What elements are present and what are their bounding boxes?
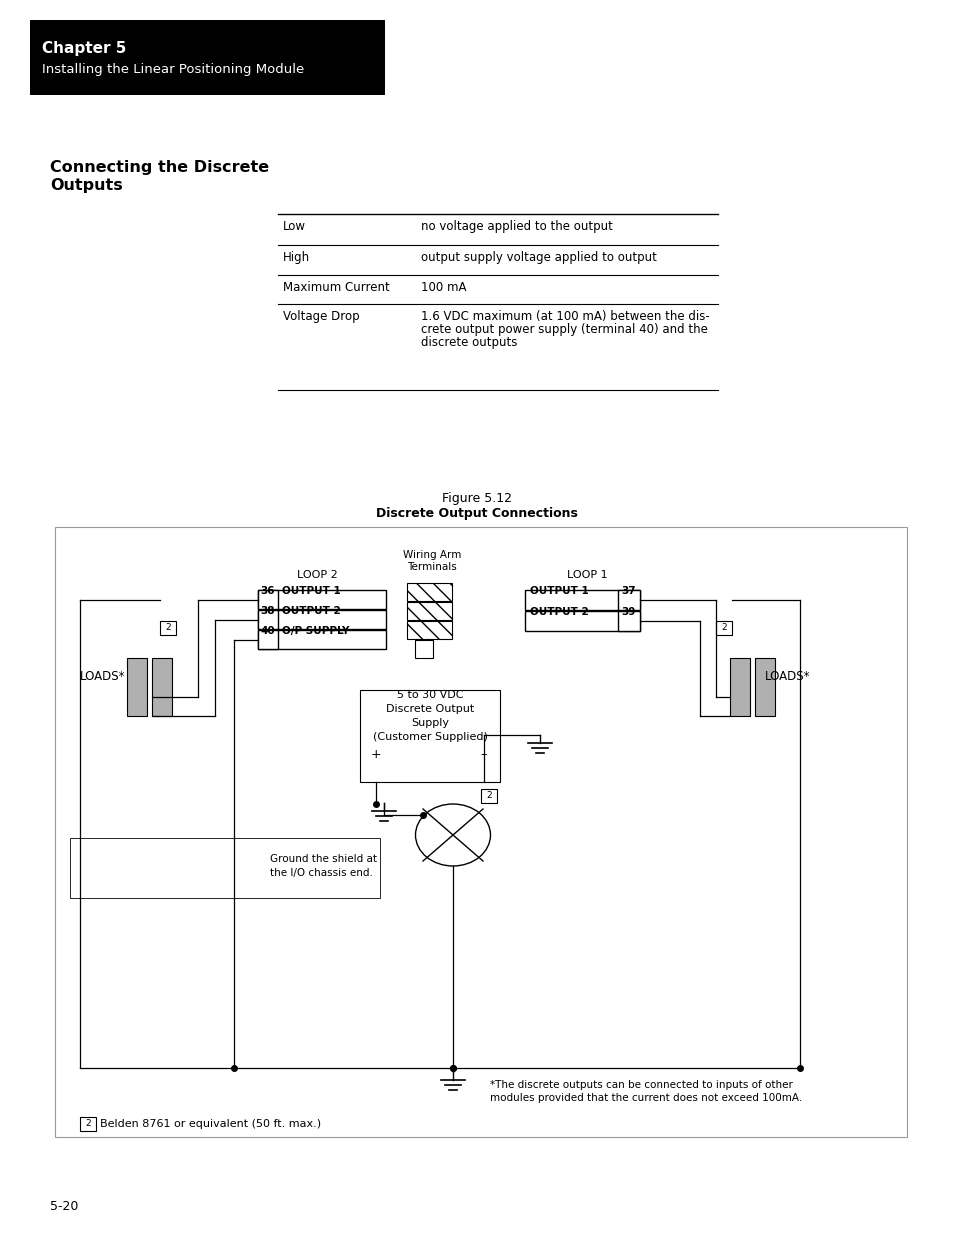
Text: Discrete Output: Discrete Output: [385, 704, 474, 714]
Bar: [257, 610, 386, 629]
Text: 38: 38: [260, 606, 275, 616]
Text: discrete outputs: discrete outputs: [420, 336, 517, 350]
Text: Discrete Output Connections: Discrete Output Connections: [375, 508, 578, 520]
Text: Maximum Current: Maximum Current: [283, 282, 390, 294]
Text: Outputs: Outputs: [50, 178, 123, 193]
Bar: [70, 839, 379, 898]
Bar: [257, 590, 386, 609]
Text: modules provided that the current does not exceed 100mA.: modules provided that the current does n…: [490, 1093, 801, 1103]
Bar: [524, 590, 639, 610]
Text: 40: 40: [260, 626, 275, 636]
Bar: [407, 601, 452, 620]
Text: LOOP 2: LOOP 2: [296, 571, 337, 580]
Text: OUTPUT 2: OUTPUT 2: [282, 606, 340, 616]
Bar: [30, 20, 385, 95]
Text: Low: Low: [283, 220, 306, 233]
Text: Supply: Supply: [411, 718, 449, 727]
Text: 36: 36: [260, 585, 275, 597]
Bar: [160, 621, 175, 635]
Text: *The discrete outputs can be connected to inputs of other: *The discrete outputs can be connected t…: [490, 1079, 792, 1091]
Text: Wiring Arm: Wiring Arm: [402, 550, 460, 559]
Text: 39: 39: [621, 606, 636, 618]
Text: 2: 2: [720, 624, 726, 632]
Text: 2: 2: [85, 1119, 91, 1129]
Text: High: High: [283, 251, 310, 264]
Text: OUTPUT 2: OUTPUT 2: [530, 606, 588, 618]
Text: 1.6 VDC maximum (at 100 mA) between the dis-: 1.6 VDC maximum (at 100 mA) between the …: [420, 310, 709, 324]
Bar: [127, 658, 147, 716]
Text: Figure 5.12: Figure 5.12: [441, 492, 512, 505]
Bar: [618, 590, 639, 610]
Text: Installing the Linear Positioning Module: Installing the Linear Positioning Module: [42, 63, 304, 77]
Text: Terminals: Terminals: [407, 562, 456, 572]
Bar: [359, 690, 499, 782]
Text: 37: 37: [621, 585, 636, 597]
Bar: [257, 610, 277, 629]
Text: LOADS*: LOADS*: [764, 671, 810, 683]
Text: Voltage Drop: Voltage Drop: [283, 310, 359, 324]
Bar: [729, 658, 749, 716]
Text: Chapter 5: Chapter 5: [42, 41, 126, 56]
Text: 5-20: 5-20: [50, 1200, 78, 1213]
Bar: [407, 583, 452, 601]
Text: 2: 2: [486, 792, 492, 800]
Bar: [524, 611, 639, 631]
Text: OUTPUT 1: OUTPUT 1: [530, 585, 588, 597]
Bar: [407, 621, 452, 638]
Text: Ground the shield at: Ground the shield at: [270, 853, 376, 864]
Bar: [716, 621, 731, 635]
Text: 2: 2: [165, 624, 171, 632]
Bar: [754, 658, 774, 716]
Bar: [415, 640, 433, 658]
Text: output supply voltage applied to output: output supply voltage applied to output: [420, 251, 657, 264]
Text: no voltage applied to the output: no voltage applied to the output: [420, 220, 612, 233]
Text: 100 mA: 100 mA: [420, 282, 466, 294]
Bar: [80, 1116, 96, 1131]
Text: Connecting the Discrete: Connecting the Discrete: [50, 161, 269, 175]
Bar: [152, 658, 172, 716]
Bar: [480, 789, 497, 803]
Text: the I/O chassis end.: the I/O chassis end.: [270, 868, 373, 878]
Bar: [257, 590, 277, 609]
Text: LOOP 1: LOOP 1: [567, 571, 607, 580]
Text: Belden 8761 or equivalent (50 ft. max.): Belden 8761 or equivalent (50 ft. max.): [100, 1119, 321, 1129]
Text: OUTPUT 1: OUTPUT 1: [282, 585, 340, 597]
Text: –: –: [480, 748, 487, 761]
Text: O/P SUPPLY: O/P SUPPLY: [282, 626, 349, 636]
Text: crete output power supply (terminal 40) and the: crete output power supply (terminal 40) …: [420, 324, 707, 336]
Text: (Customer Supplied): (Customer Supplied): [373, 732, 487, 742]
Bar: [257, 630, 277, 650]
Bar: [257, 630, 386, 650]
Bar: [55, 527, 906, 1137]
Bar: [618, 611, 639, 631]
Text: +: +: [371, 748, 381, 761]
Text: LOADS*: LOADS*: [80, 671, 126, 683]
Text: 5 to 30 VDC: 5 to 30 VDC: [396, 690, 463, 700]
